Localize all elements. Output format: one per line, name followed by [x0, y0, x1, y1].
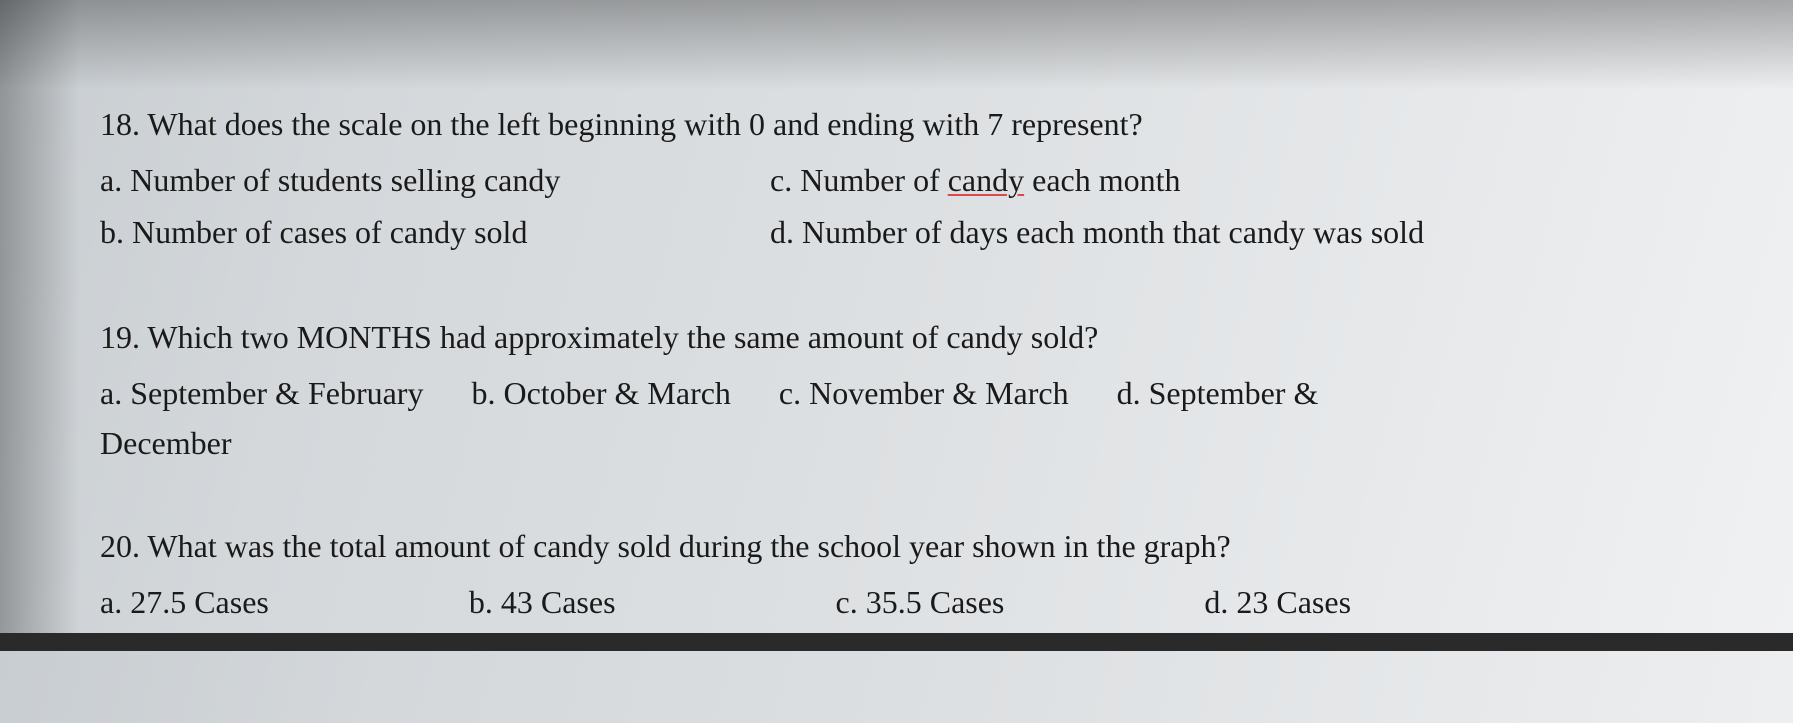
q20-d-letter: d.	[1204, 584, 1228, 620]
question-18-stem: 18. What does the scale on the left begi…	[100, 100, 1713, 148]
q19-options: a. September & February b. October & Mar…	[100, 367, 1713, 467]
q20-c-text: 35.5 Cases	[866, 584, 1005, 620]
question-19-stem: 19. Which two MONTHS had approximately t…	[100, 313, 1713, 361]
q20-number: 20.	[100, 528, 140, 564]
question-20-stem: 20. What was the total amount of candy s…	[100, 522, 1713, 570]
q19-option-d: d. September &	[1117, 367, 1319, 419]
q18-b-text: Number of cases of candy sold	[132, 214, 527, 250]
q19-c-text: November & March	[809, 375, 1068, 411]
q18-c-underlined: candy	[948, 162, 1024, 198]
q20-a-text: 27.5 Cases	[130, 584, 269, 620]
q19-option-a: a. September & February	[100, 367, 423, 419]
q20-option-b: b. 43 Cases	[469, 576, 616, 628]
q19-a-text: September & February	[130, 375, 423, 411]
q18-stem-text: What does the scale on the left beginnin…	[147, 106, 1142, 142]
q18-a-letter: a.	[100, 162, 122, 198]
q18-b-letter: b.	[100, 214, 124, 250]
q18-option-d: d. Number of days each month that candy …	[770, 206, 1713, 258]
q19-b-text: October & March	[503, 375, 730, 411]
q18-d-text: Number of days each month that candy was…	[802, 214, 1424, 250]
q19-continuation: December	[100, 419, 1713, 467]
q20-a-letter: a.	[100, 584, 122, 620]
q19-stem-text: Which two MONTHS had approximately the s…	[147, 319, 1098, 355]
q20-option-c: c. 35.5 Cases	[836, 576, 1005, 628]
q20-d-text: 23 Cases	[1236, 584, 1351, 620]
q20-c-letter: c.	[836, 584, 858, 620]
q19-d-letter: d.	[1117, 375, 1141, 411]
q18-options: a. Number of students selling candy c. N…	[100, 154, 1713, 258]
q18-c-prefix: Number of	[800, 162, 948, 198]
q18-number: 18.	[100, 106, 140, 142]
q19-number: 19.	[100, 319, 140, 355]
q19-option-b: b. October & March	[471, 367, 730, 419]
q18-c-letter: c.	[770, 162, 792, 198]
question-18: 18. What does the scale on the left begi…	[100, 100, 1713, 258]
q19-a-letter: a.	[100, 375, 122, 411]
q18-option-a: a. Number of students selling candy	[100, 154, 750, 206]
q18-option-b: b. Number of cases of candy sold	[100, 206, 750, 258]
q18-a-text: Number of students selling candy	[130, 162, 560, 198]
q20-b-text: 43 Cases	[501, 584, 616, 620]
q20-options: a. 27.5 Cases b. 43 Cases c. 35.5 Cases …	[100, 576, 1713, 628]
q20-stem-text: What was the total amount of candy sold …	[147, 528, 1230, 564]
q18-c-suffix: each month	[1024, 162, 1180, 198]
q19-option-c: c. November & March	[779, 367, 1069, 419]
q20-b-letter: b.	[469, 584, 493, 620]
q20-option-a: a. 27.5 Cases	[100, 576, 269, 628]
question-20: 20. What was the total amount of candy s…	[100, 522, 1713, 628]
question-19: 19. Which two MONTHS had approximately t…	[100, 313, 1713, 467]
q19-c-letter: c.	[779, 375, 801, 411]
q19-b-letter: b.	[471, 375, 495, 411]
q18-option-c: c. Number of candy each month	[770, 154, 1713, 206]
bottom-bar	[0, 633, 1793, 651]
q20-option-d: d. 23 Cases	[1204, 576, 1351, 628]
q18-d-letter: d.	[770, 214, 794, 250]
q19-d-text: September &	[1149, 375, 1319, 411]
page-content: 18. What does the scale on the left begi…	[0, 0, 1793, 723]
